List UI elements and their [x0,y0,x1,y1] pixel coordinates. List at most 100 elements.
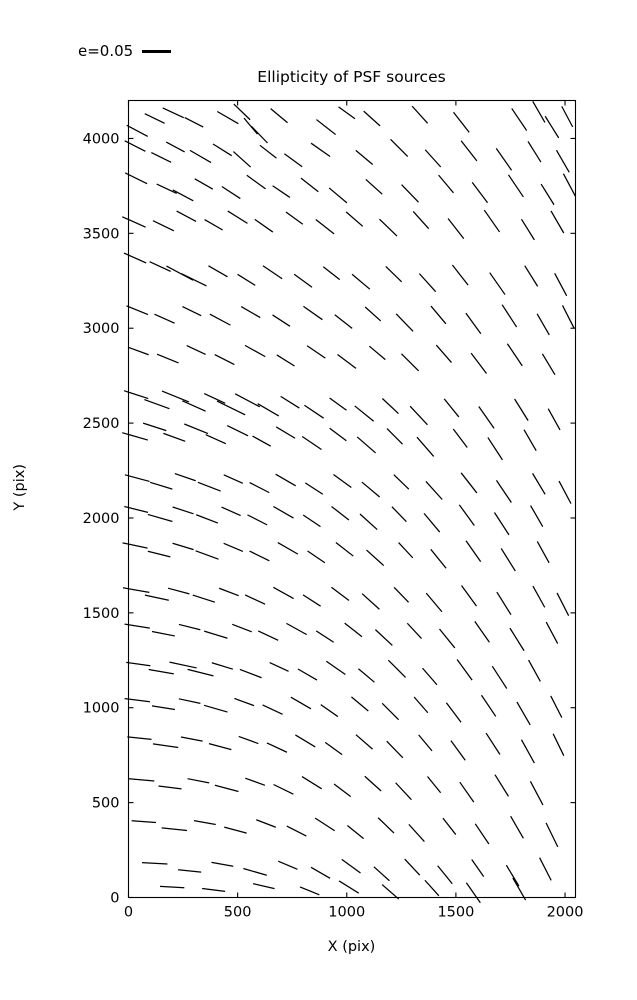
psf-whisker [558,480,572,504]
psf-whisker [232,623,252,633]
psf-whisker [301,436,322,451]
psf-whisker [147,550,171,558]
psf-whisker [295,734,316,748]
y-tick-label: 4000 [83,131,120,147]
psf-whisker [194,178,214,190]
psf-whisker [562,173,576,197]
psf-whisker [302,594,321,607]
psf-whisker [182,400,206,412]
psf-whisker [480,694,497,717]
psf-whisker [421,667,438,686]
psf-whisker [424,149,442,168]
psf-whisker [418,273,437,293]
psf-whisker [276,354,295,367]
psf-whisker [505,864,520,887]
psf-whisker [391,506,407,523]
psf-whisker [141,862,168,865]
psf-whisker [244,344,266,358]
psf-whisker [387,659,407,678]
psf-whisker [437,865,453,885]
psf-whisker [424,879,440,897]
psf-whisker [501,304,518,328]
psf-whisker [379,218,398,237]
psf-whisker [445,702,462,723]
psf-whisker [259,144,277,159]
psf-whisker [127,346,149,356]
ellipticity-scale-legend: e=0.05 [78,44,172,59]
psf-whisker [451,264,469,286]
psf-whisker [516,701,531,726]
psf-whisker [257,403,280,417]
psf-whisker [232,151,252,168]
psf-whisker [331,586,350,602]
axes-frame [127,99,577,899]
psf-whisker [401,184,419,203]
psf-whisker [127,736,152,740]
psf-whisker [411,105,429,124]
psf-whisker [301,776,323,790]
psf-whisker [341,858,361,874]
psf-whisker [532,585,546,608]
psf-whisker [547,408,561,431]
psf-whisker [351,696,369,712]
psf-whisker [214,353,235,366]
psf-whisker [447,218,465,240]
psf-whisker [266,742,288,753]
psf-whisker [233,103,251,121]
psf-whisker [435,344,452,364]
psf-whisker [351,273,371,290]
psf-whisker [356,436,377,454]
psf-whisker [208,265,228,278]
psf-whisker [212,143,233,157]
psf-whisker [162,107,185,119]
psf-whisker [304,404,324,419]
psf-whisker [224,826,247,834]
psf-whisker [532,101,546,123]
psf-whisker [169,661,197,669]
psf-whisker [545,822,559,848]
psf-whisker [240,306,261,319]
psf-whisker [544,115,560,139]
psf-whisker [474,621,490,643]
psf-whisker [226,425,249,437]
psf-whisker [346,824,365,840]
psf-whisker [345,211,364,227]
psf-whisker [310,142,331,158]
psf-whisker [510,815,524,839]
psf-whisker [310,866,331,879]
psf-whisker [122,432,149,441]
psf-whisker [293,273,313,288]
psf-whisker [272,314,291,327]
psf-whisker [540,183,555,206]
psf-whisker [430,548,447,569]
x-tick-label: 1500 [437,905,474,921]
psf-whisker [452,111,470,133]
psf-whisker [286,622,308,636]
psf-whisker [165,141,185,153]
psf-whisker [366,549,385,567]
psf-whisker [427,776,442,794]
psf-whisker [303,305,323,321]
psf-whisker [494,774,510,797]
psf-whisker [172,506,194,515]
psf-whisker [262,265,283,280]
psf-whisker [509,627,525,652]
psf-whisker [142,422,167,432]
psf-whisker [555,149,570,173]
psf-whisker [250,125,268,144]
psf-whisker [439,628,456,649]
psf-whisker [314,817,336,832]
psf-whisker [249,482,270,494]
psf-whisker [539,857,552,881]
psf-whisker [167,587,190,595]
psf-whisker [395,313,414,332]
psf-whisker [460,585,477,607]
psf-whisker [329,427,347,442]
psf-whisker [203,392,226,404]
psf-whisker [450,740,466,761]
psf-whisker [386,428,404,445]
psf-whisker [364,775,382,792]
psf-whisker [272,185,291,198]
psf-whisker [334,314,353,329]
psf-whisker [536,313,550,336]
